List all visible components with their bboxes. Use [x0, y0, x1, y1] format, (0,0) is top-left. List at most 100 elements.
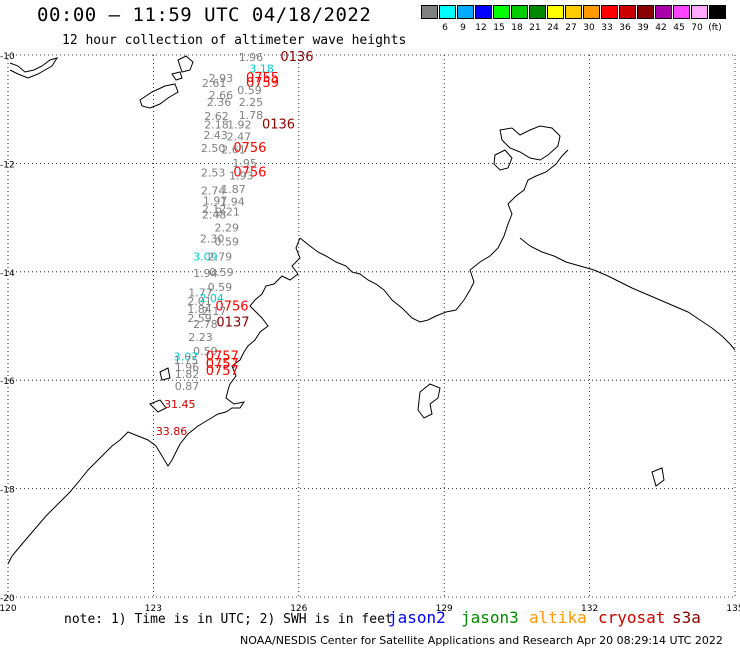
- wave-height-value: 1.75: [174, 354, 199, 367]
- pass-time-label: 0757: [206, 364, 239, 379]
- longitude-label: 126: [290, 604, 307, 614]
- island-outline: [171, 71, 183, 81]
- wave-height-value: 1.96: [175, 361, 200, 374]
- mainland-coastline: [299, 149, 569, 323]
- map-subtitle: 12 hour collection of altimeter wave hei…: [62, 33, 407, 48]
- wave-height-value: 2.43: [203, 129, 228, 142]
- wave-height-value: 2.93: [209, 72, 234, 85]
- scale-swatch: [601, 5, 618, 19]
- wave-height-value: 2.01: [187, 295, 212, 308]
- scale-label: 15: [493, 23, 505, 33]
- wave-height-value: 2.47: [227, 130, 252, 143]
- scale-label: 45: [673, 23, 685, 33]
- longitude-label: 132: [581, 604, 598, 614]
- pass-time-label: 0755: [246, 71, 279, 86]
- wave-height-value: 2.17: [202, 305, 227, 318]
- satellite-cryosat: cryosat: [598, 608, 666, 627]
- island-outline: [651, 467, 665, 487]
- wave-height-value: 2.21: [215, 206, 240, 219]
- latitude-label: -12: [0, 160, 15, 170]
- wave-height-value: 2.66: [209, 89, 234, 102]
- pass-time-label: 0757: [206, 357, 239, 372]
- pass-time-label: 0756: [215, 299, 248, 314]
- wave-height-value: 33.86: [156, 425, 188, 438]
- latitude-label: -10: [0, 52, 15, 62]
- wave-height-value: 1.77: [188, 286, 213, 299]
- wave-height-value: 1.78: [239, 109, 264, 122]
- wave-height-value: 2.74: [201, 185, 226, 198]
- longitude-label: 129: [436, 604, 453, 614]
- scale-label: 24: [547, 23, 559, 33]
- scale-swatch: [421, 5, 438, 19]
- scale-swatch: [583, 5, 600, 19]
- wave-height-value: 1.95: [232, 157, 257, 170]
- longitude-label: 123: [145, 604, 162, 614]
- wave-height-value: 2.23: [188, 331, 213, 344]
- scale-label: 18: [511, 23, 523, 33]
- wave-height-value: 2.79: [208, 251, 233, 264]
- scale-swatch: [475, 5, 492, 19]
- latitude-label: -14: [0, 269, 15, 279]
- latitude-label: -18: [0, 486, 15, 496]
- wave-height-value: 0.59: [237, 84, 261, 97]
- scale-swatch: [493, 5, 510, 19]
- island-outline: [139, 83, 179, 109]
- mainland-coastline: [519, 237, 736, 351]
- island-outline: [499, 125, 561, 161]
- scale-label: 70: [691, 23, 703, 33]
- scale-swatch: [673, 5, 690, 19]
- wave-height-value: 0.59: [209, 266, 234, 279]
- wave-height-value: 1.94: [220, 195, 245, 208]
- longitude-label: 135: [726, 604, 740, 614]
- scale-swatch: [709, 5, 726, 19]
- lat-lon-grid: [7, 54, 736, 598]
- scale-swatch: [457, 5, 474, 19]
- wave-height-value: 1.92: [227, 118, 252, 131]
- scale-swatch: [529, 5, 546, 19]
- wave-height-value: 1.84: [187, 303, 212, 316]
- wave-height-value: 2.53: [201, 167, 226, 180]
- mainland-coastline: [7, 237, 301, 565]
- wave-height-value: 2.61: [202, 77, 227, 90]
- wave-height-value: 1.93: [229, 169, 254, 182]
- satellite-jason2: jason2: [388, 608, 446, 627]
- scale-swatch: [439, 5, 456, 19]
- scale-label: 9: [460, 23, 466, 33]
- wave-height-value: 0.59: [214, 235, 239, 248]
- scale-label: 6: [442, 23, 448, 33]
- island-outline: [493, 149, 513, 171]
- island-outline: [417, 383, 441, 419]
- coastline: [7, 55, 736, 565]
- wave-height-value: 2.78: [193, 318, 218, 331]
- wave-height-value: 3.18: [249, 63, 274, 76]
- wave-height-value: 2.18: [204, 118, 229, 131]
- scale-swatch: [637, 5, 654, 19]
- pass-time-label: 0756: [233, 166, 266, 181]
- satellite-jason3: jason3: [461, 608, 519, 627]
- satellite-s3a: s3a: [672, 608, 701, 627]
- island-outline: [9, 57, 59, 79]
- wave-height-value: 3.07: [174, 350, 199, 363]
- longitude-label: 120: [0, 604, 17, 614]
- island-outline: [177, 55, 194, 73]
- scale-label: 36: [619, 23, 631, 33]
- wave-height-value: 0.87: [175, 380, 200, 393]
- wave-height-value: 2.36: [207, 96, 232, 109]
- wave-height-value: 2.61: [221, 143, 246, 156]
- pass-time-label: 0137: [216, 316, 249, 331]
- scale-swatch: [691, 5, 708, 19]
- map-title: 00:00 – 11:59 UTC 04/18/2022: [37, 4, 372, 26]
- wave-height-value: 31.45: [164, 398, 196, 411]
- scale-swatch: [565, 5, 582, 19]
- island-outline: [159, 367, 171, 381]
- wave-height-value: 0.59: [193, 345, 218, 358]
- scale-label: 30: [583, 23, 595, 33]
- wave-height-value: 1.96: [239, 51, 264, 64]
- satellite-altika: altika: [529, 608, 587, 627]
- wave-height-value: 3.09: [193, 251, 218, 264]
- wave-height-value: 1.97: [203, 194, 228, 207]
- wave-height-value: 2.48: [202, 208, 227, 221]
- pass-time-label: 0756: [233, 141, 266, 156]
